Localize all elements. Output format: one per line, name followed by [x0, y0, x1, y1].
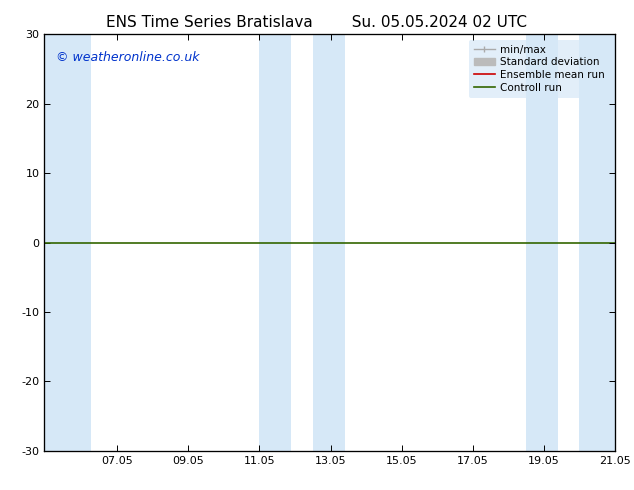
Text: ENS Time Series Bratislava        Su. 05.05.2024 02 UTC: ENS Time Series Bratislava Su. 05.05.202…	[107, 15, 527, 30]
Bar	[579, 34, 615, 451]
Text: © weatheronline.co.uk: © weatheronline.co.uk	[56, 51, 199, 64]
Bar	[526, 34, 558, 451]
Bar	[44, 34, 91, 451]
Legend: min/max, Standard deviation, Ensemble mean run, Controll run: min/max, Standard deviation, Ensemble me…	[469, 40, 610, 98]
Bar	[259, 34, 292, 451]
Bar	[313, 34, 345, 451]
